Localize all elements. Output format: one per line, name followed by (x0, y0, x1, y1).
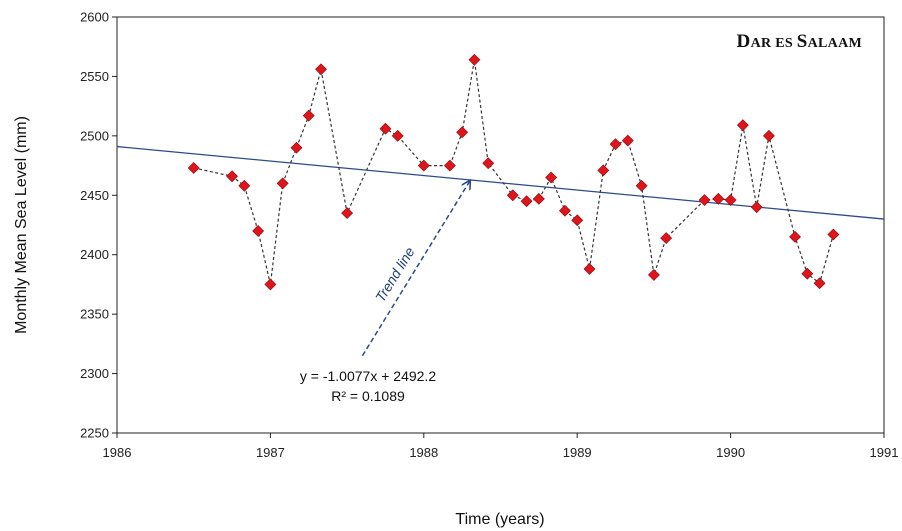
series-line (193, 59, 834, 285)
data-point (635, 179, 648, 192)
data-point (302, 109, 315, 122)
data-point (532, 192, 545, 205)
y-tick-label: 2600 (80, 10, 109, 25)
data-point (290, 141, 303, 154)
data-point (252, 225, 265, 237)
y-tick-label: 2350 (80, 307, 109, 322)
data-point (813, 277, 826, 290)
data-point (506, 189, 519, 202)
data-point (609, 138, 622, 151)
x-tick-label: 1986 (103, 445, 132, 460)
data-point (341, 207, 354, 220)
y-tick-label: 2300 (80, 366, 109, 381)
data-point (801, 267, 814, 280)
data-point (583, 263, 596, 275)
y-tick-label: 2250 (80, 426, 109, 441)
data-point (520, 195, 533, 208)
x-tick-label: 1987 (256, 445, 285, 460)
y-axis-ticks: 2250 2300 2350 2400 2450 2500 2550 2600 (80, 10, 117, 441)
trend-arrow (361, 181, 469, 357)
data-point (456, 126, 469, 139)
trend-equation: y = -1.0077x + 2492.2 (300, 368, 436, 384)
series-markers (187, 53, 840, 291)
data-point (379, 122, 392, 135)
trend-r-squared: R² = 0.1089 (331, 388, 405, 404)
data-point (226, 170, 238, 183)
y-tick-label: 2500 (80, 128, 109, 143)
data-point (571, 214, 584, 227)
data-point (827, 228, 840, 241)
data-point (763, 129, 775, 142)
data-point (789, 230, 801, 243)
data-point (750, 201, 763, 214)
data-point (559, 204, 571, 217)
x-tick-label: 1989 (563, 445, 592, 460)
data-point (187, 162, 200, 174)
data-point (482, 157, 495, 170)
data-point (712, 192, 725, 205)
data-point (621, 134, 634, 147)
x-axis-label: Time (years) (455, 511, 544, 528)
plot-area (116, 16, 885, 434)
x-tick-label: 1991 (870, 445, 899, 460)
data-point (660, 232, 673, 244)
data-point (264, 278, 277, 291)
data-point (315, 63, 327, 76)
x-tick-label: 1990 (716, 445, 745, 460)
data-point (736, 119, 749, 132)
data-point (647, 268, 660, 281)
data-point (724, 194, 737, 206)
data-point (443, 159, 456, 172)
data-point (468, 53, 481, 66)
data-point (545, 171, 558, 184)
data-point (276, 177, 289, 190)
x-tick-label: 1988 (409, 445, 438, 460)
y-tick-label: 2450 (80, 188, 109, 203)
y-tick-label: 2550 (80, 69, 109, 84)
chart-title: DAR ES SALAAM (737, 31, 862, 52)
y-axis-label: Monthly Mean Sea Level (mm) (13, 116, 30, 334)
data-point (391, 129, 404, 142)
data-point (238, 179, 251, 192)
y-tick-label: 2400 (80, 247, 109, 262)
x-axis-ticks: 1986 1987 1988 1989 1990 1991 (103, 433, 899, 460)
data-point (597, 164, 610, 177)
data-point (417, 159, 430, 172)
data-point (698, 194, 711, 206)
